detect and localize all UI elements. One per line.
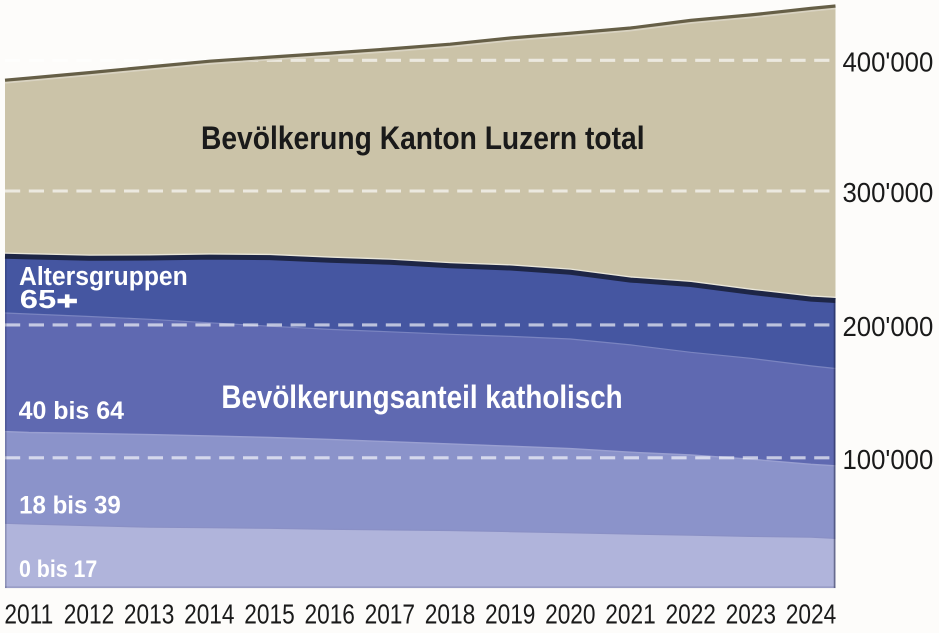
svg-text:2017: 2017 [365, 599, 415, 630]
svg-text:2023: 2023 [726, 599, 776, 630]
svg-text:2011: 2011 [4, 599, 53, 630]
svg-text:2014: 2014 [184, 599, 234, 630]
svg-text:200'000: 200'000 [843, 311, 934, 342]
svg-text:0 bis 17: 0 bis 17 [19, 555, 97, 583]
svg-text:2016: 2016 [304, 599, 354, 630]
svg-text:300'000: 300'000 [843, 177, 934, 208]
svg-text:2022: 2022 [665, 599, 715, 630]
svg-text:2019: 2019 [485, 599, 535, 630]
svg-text:100'000: 100'000 [843, 444, 934, 475]
svg-text:2018: 2018 [425, 599, 475, 630]
svg-text:Bevölkerung Kanton Luzern tota: Bevölkerung Kanton Luzern total [201, 121, 645, 156]
svg-text:2021: 2021 [605, 599, 655, 630]
svg-text:400'000: 400'000 [843, 47, 934, 78]
svg-text:Bevölkerungsanteil katholisch: Bevölkerungsanteil katholisch [221, 380, 622, 415]
svg-text:2020: 2020 [545, 599, 595, 630]
svg-text:2024: 2024 [786, 599, 836, 630]
svg-text:40 bis 64: 40 bis 64 [19, 398, 125, 425]
svg-text:Altersgruppen: Altersgruppen [19, 262, 188, 291]
svg-text:18 bis 39: 18 bis 39 [19, 492, 121, 520]
svg-text:2012: 2012 [64, 599, 114, 630]
svg-text:65: 65 [20, 286, 56, 315]
svg-text:2013: 2013 [124, 599, 174, 630]
svg-text:2015: 2015 [244, 599, 294, 630]
